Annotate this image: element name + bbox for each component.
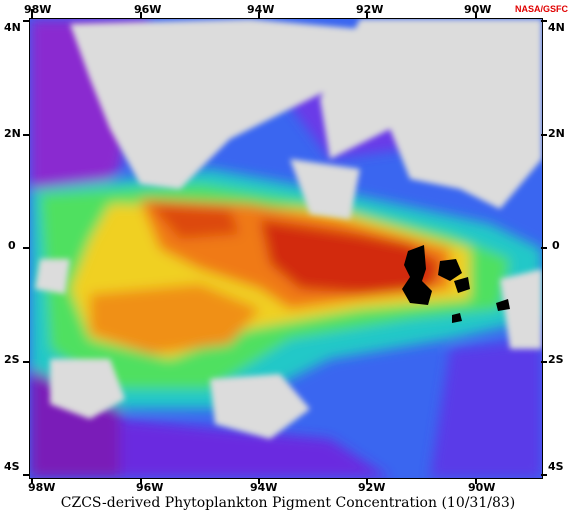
bottom-label-98w: 98W	[28, 481, 56, 494]
right-tick-2s	[541, 361, 547, 363]
left-tick-4n	[23, 20, 29, 22]
left-label-0: 0	[8, 239, 16, 252]
left-label-4s: 4S	[4, 460, 20, 473]
top-label-92w: 92W	[356, 3, 384, 16]
bottom-label-94w: 94W	[250, 481, 278, 494]
right-tick-4n	[541, 20, 547, 22]
map-caption: CZCS-derived Phytoplankton Pigment Conce…	[60, 495, 516, 511]
bottom-label-96w: 96W	[136, 481, 164, 494]
right-tick-2n	[541, 134, 547, 136]
right-label-2s: 2S	[548, 353, 564, 366]
bottom-tick-96w	[140, 478, 142, 484]
left-tick-2n	[23, 134, 29, 136]
pigment-map	[30, 19, 542, 478]
map-frame	[29, 18, 543, 479]
bottom-tick-92w	[366, 478, 368, 484]
galapagos-islands	[402, 245, 510, 323]
cloud-south-center	[210, 374, 310, 439]
top-tick-92w	[366, 12, 368, 18]
bottom-tick-98w	[31, 478, 33, 484]
bottom-tick-94w	[258, 478, 260, 484]
right-tick-0	[541, 247, 547, 249]
right-label-0: 0	[552, 239, 560, 252]
red-core	[260, 219, 440, 294]
left-label-2n: 2N	[4, 127, 21, 140]
island-santa-cruz	[438, 259, 462, 281]
right-label-2n: 2N	[548, 127, 565, 140]
island-east	[496, 299, 510, 311]
cloud-west-small	[35, 259, 70, 294]
low-pigment-south	[120, 419, 390, 478]
cloud-southeast	[500, 269, 542, 349]
island-south	[452, 313, 462, 323]
right-label-4s: 4S	[548, 460, 564, 473]
left-tick-4s	[23, 474, 29, 476]
bottom-label-90w: 90W	[468, 481, 496, 494]
top-tick-94w	[258, 12, 260, 18]
island-isabela	[402, 245, 432, 305]
top-label-90w: 90W	[464, 3, 492, 16]
left-tick-2s	[23, 361, 29, 363]
bottom-tick-90w	[475, 478, 477, 484]
top-tick-98w	[31, 9, 33, 18]
left-tick-0	[23, 247, 29, 249]
right-tick-4s	[541, 474, 547, 476]
credit-label: NASA/GSFC	[514, 4, 568, 14]
cloud-northeast	[320, 19, 542, 209]
top-label-94w: 94W	[247, 3, 275, 16]
top-label-96w: 96W	[134, 3, 162, 16]
cloud-center-gap	[290, 159, 360, 219]
cloud-north	[70, 19, 360, 189]
cloud-southwest	[50, 359, 125, 419]
red-west-patch	[150, 204, 240, 239]
bottom-label-92w: 92W	[358, 481, 386, 494]
low-pigment-east	[430, 339, 542, 478]
orange-south-lobe	[90, 284, 260, 354]
left-label-2s: 2S	[4, 353, 20, 366]
island-san-cristobal	[454, 277, 470, 293]
top-tick-96w	[140, 12, 142, 18]
right-label-4n: 4N	[548, 21, 565, 34]
top-tick-90w	[475, 12, 477, 18]
left-label-4n: 4N	[4, 21, 21, 34]
top-label-98w: 98W	[24, 3, 52, 16]
